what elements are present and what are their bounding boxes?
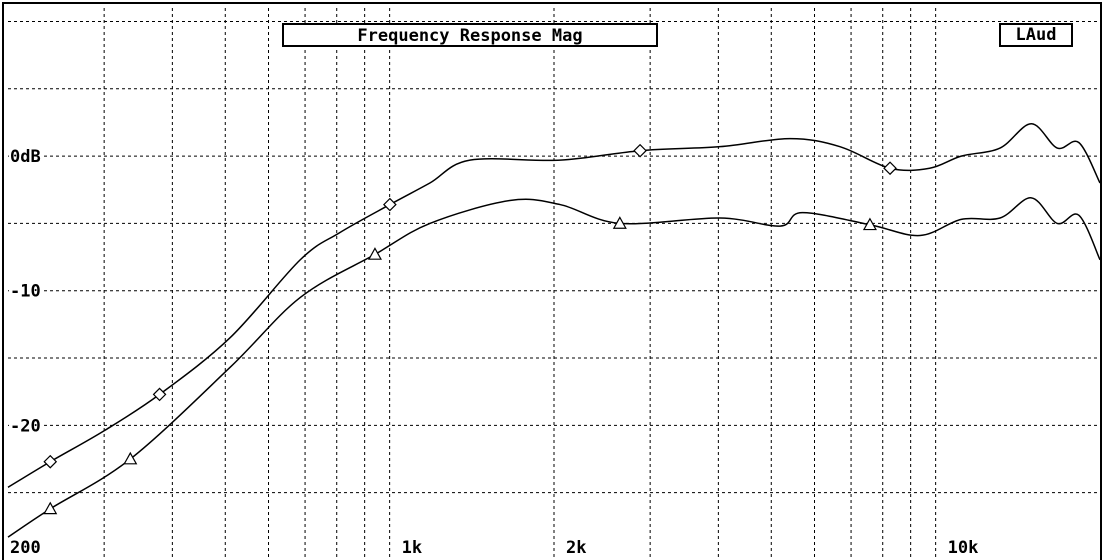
marker xyxy=(862,217,877,231)
channel-label: LAud xyxy=(1016,25,1057,45)
response-curve xyxy=(7,123,1101,488)
channel-box xyxy=(999,23,1073,47)
label-bg xyxy=(9,416,42,437)
marker xyxy=(383,197,397,212)
marker xyxy=(633,143,647,158)
y-tick-label: -10 xyxy=(10,282,41,302)
y-tick-label: -20 xyxy=(10,416,41,436)
x-tick-label: 200 xyxy=(10,538,41,558)
marker xyxy=(883,161,897,176)
label-bg xyxy=(400,538,424,558)
label-bg xyxy=(9,538,42,558)
marker xyxy=(43,454,58,469)
response-curve xyxy=(7,197,1101,538)
label-bg xyxy=(946,538,980,558)
grid xyxy=(8,8,1100,560)
chart-title: Frequency Response Mag xyxy=(357,26,582,46)
labels: 0dB -10 -20 200 1k 2k 10k xyxy=(9,147,980,558)
title-box xyxy=(282,23,658,47)
marker xyxy=(152,387,167,402)
marker xyxy=(123,451,138,465)
x-tick-label: 2k xyxy=(566,538,586,558)
marker xyxy=(43,501,58,515)
curves xyxy=(7,123,1101,538)
marker xyxy=(367,247,382,260)
label-bg xyxy=(9,147,42,168)
y-tick-label: 0dB xyxy=(10,147,41,167)
label-bg xyxy=(9,281,42,302)
x-tick-label: 10k xyxy=(948,538,979,558)
label-bg xyxy=(565,538,588,558)
x-tick-label: 1k xyxy=(402,538,422,558)
marker xyxy=(612,216,627,229)
